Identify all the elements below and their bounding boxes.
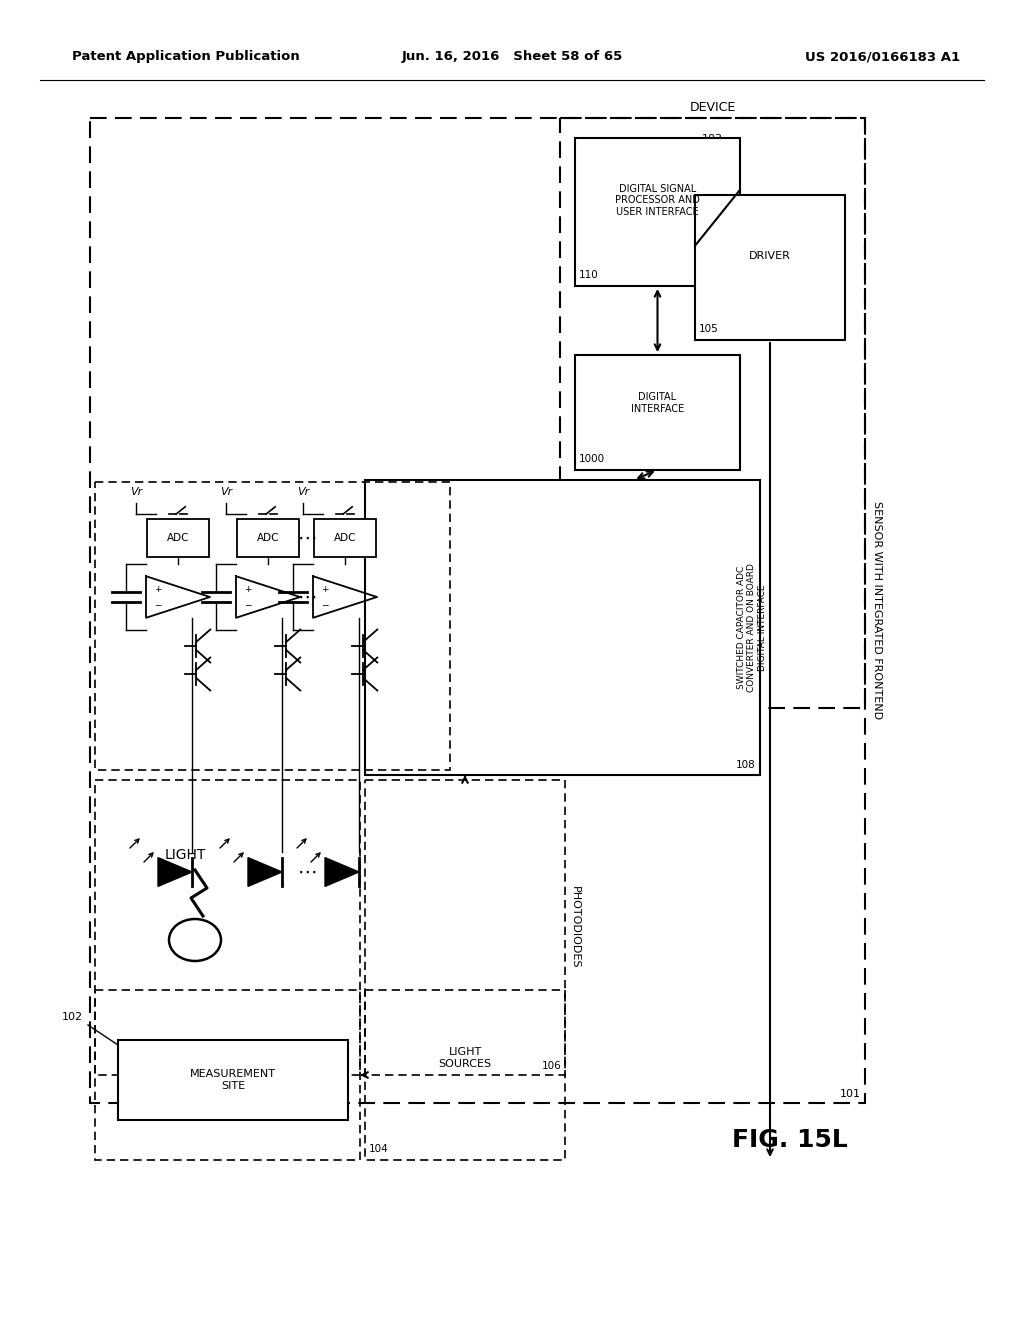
Text: LIGHT: LIGHT [164, 847, 206, 862]
Text: US 2016/0166183 A1: US 2016/0166183 A1 [805, 50, 961, 63]
Text: ADC: ADC [334, 533, 356, 543]
Text: −: − [155, 599, 162, 609]
Bar [95, 482, 450, 770]
Text: DEVICE: DEVICE [689, 102, 735, 114]
Text: −: − [322, 599, 329, 609]
Text: Vr: Vr [130, 487, 142, 498]
Bar [95, 990, 360, 1160]
Text: 1000: 1000 [579, 454, 605, 465]
Bar [575, 139, 740, 286]
Text: SENSOR WITH INTEGRATED FRONTEND: SENSOR WITH INTEGRATED FRONTEND [872, 502, 882, 719]
Text: MEASUREMENT
SITE: MEASUREMENT SITE [190, 1069, 276, 1090]
Text: 110: 110 [579, 271, 599, 280]
Text: 108: 108 [736, 760, 756, 770]
Text: Jun. 16, 2016   Sheet 58 of 65: Jun. 16, 2016 Sheet 58 of 65 [401, 50, 623, 63]
Bar [90, 117, 865, 1104]
Text: 101: 101 [840, 1089, 861, 1100]
Bar [365, 990, 565, 1160]
Text: ⋯: ⋯ [298, 862, 317, 882]
Bar [560, 117, 865, 708]
Text: +: + [245, 585, 252, 594]
Text: 102: 102 [61, 1012, 83, 1022]
Bar [695, 195, 845, 341]
Text: PHOTODIODES: PHOTODIODES [570, 886, 580, 969]
Text: DRIVER: DRIVER [750, 251, 791, 261]
Polygon shape [248, 858, 282, 887]
Bar [118, 1040, 348, 1119]
Text: Vr: Vr [297, 487, 309, 498]
Bar [314, 519, 376, 557]
Text: +: + [322, 585, 329, 594]
Text: 104: 104 [369, 1144, 389, 1154]
Text: DIGITAL
INTERFACE: DIGITAL INTERFACE [631, 392, 684, 414]
Text: ADC: ADC [167, 533, 189, 543]
Text: LIGHT
SOURCES: LIGHT SOURCES [438, 1047, 492, 1069]
Text: Vr: Vr [220, 487, 232, 498]
Text: ⋯: ⋯ [298, 528, 317, 548]
Bar [95, 780, 360, 1074]
Text: SWITCHED CAPACITOR ADC
CONVERTER AND ON BOARD
DIGITAL INTERFACE: SWITCHED CAPACITOR ADC CONVERTER AND ON … [737, 564, 767, 692]
Text: DIGITAL SIGNAL
PROCESSOR AND
USER INTERFACE: DIGITAL SIGNAL PROCESSOR AND USER INTERF… [615, 183, 700, 216]
Text: ⋯: ⋯ [298, 587, 317, 606]
Text: ADC: ADC [257, 533, 280, 543]
Polygon shape [158, 858, 193, 887]
Text: −: − [245, 599, 252, 609]
Text: Patent Application Publication: Patent Application Publication [72, 50, 300, 63]
Text: 105: 105 [699, 323, 719, 334]
Bar [575, 355, 740, 470]
Polygon shape [325, 858, 359, 887]
Text: +: + [155, 585, 162, 594]
Bar [147, 519, 209, 557]
Text: 103: 103 [702, 135, 723, 144]
Bar [365, 780, 565, 1074]
Bar [365, 480, 760, 775]
Bar [237, 519, 299, 557]
Text: 106: 106 [543, 1061, 562, 1071]
Text: FIG. 15L: FIG. 15L [732, 1129, 848, 1152]
